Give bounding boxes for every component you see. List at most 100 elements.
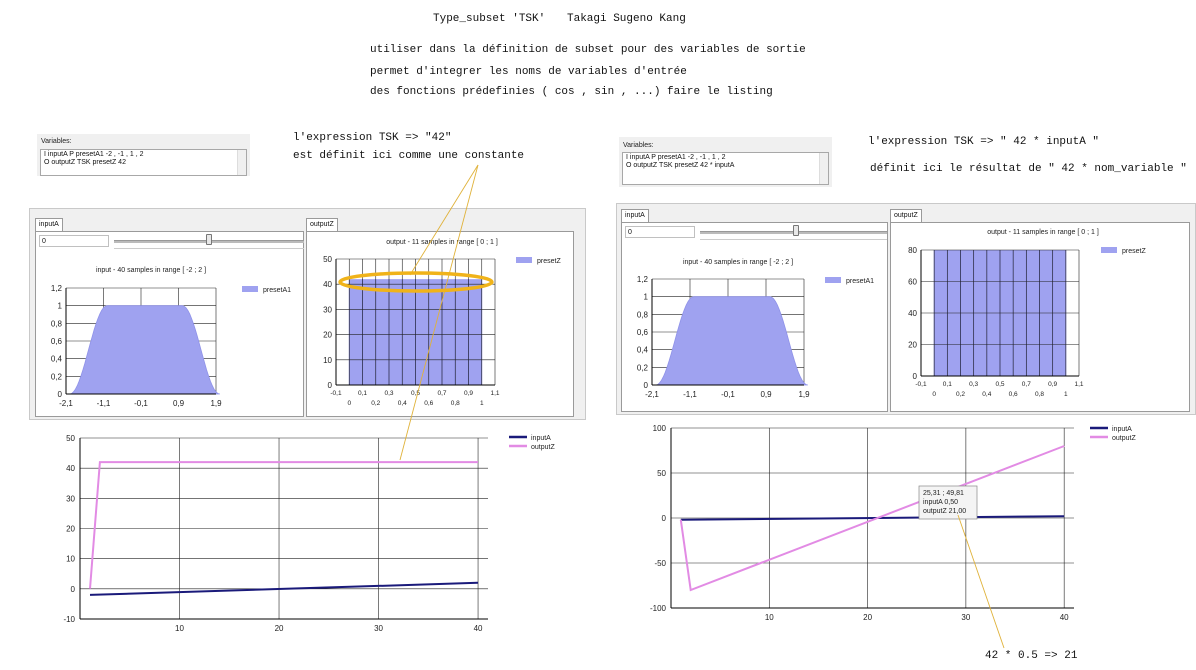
left-output-xtick-bottom: 1 [480, 400, 484, 407]
left-variables-line-1: I inputA P presetA1 -2 , -1 , 1 , 2 [44, 151, 144, 158]
left-output-chart-title: output - 11 samples in range [ 0 ; 1 ] [386, 239, 498, 246]
left-tab-outputZ[interactable]: outputZ [306, 218, 338, 231]
right-variables-scrollbar[interactable] [819, 153, 828, 184]
left-input-ytick: 0,8 [51, 319, 63, 328]
left-output-xtick-bottom: 0,6 [424, 400, 433, 407]
left-input-ytick: 0,6 [51, 337, 63, 346]
left-main-ytick: -10 [63, 615, 75, 624]
left-input-ytick: 0,4 [51, 355, 63, 364]
right-output-chart: output - 11 samples in range [ 0 ; 1 ] pr… [908, 229, 1146, 398]
left-input-ytick: 0,2 [51, 372, 63, 381]
right-output-xtick-bottom: 0,2 [956, 391, 965, 398]
right-output-xtick-top: -0,1 [915, 381, 927, 388]
right-annotation-2: définit ici le résultat de " 42 * nom_va… [870, 163, 1187, 175]
left-series-outputZ [89, 461, 478, 589]
left-main-chart: 50 40 30 20 10 0 -10 10 20 30 40 inputA outputZ [33, 425, 586, 640]
left-input-chart: input - 40 samples in range [ -2 ; 2 ] pr… [51, 267, 291, 408]
right-output-chart-title: output - 11 samples in range [ 0 ; 1 ] [987, 229, 1099, 236]
left-input-legend-swatch [242, 286, 258, 292]
left-output-chart: output - 11 samples in range [ 0 ; 1 ] pr… [323, 239, 561, 407]
right-main-ytick: -100 [650, 604, 667, 613]
right-main-ytick: 0 [662, 514, 667, 523]
right-output-xtick-bottom: 0,6 [1009, 391, 1018, 398]
right-output-xtick-top: 0,1 [943, 381, 952, 388]
left-output-xtick-bottom: 0,2 [371, 400, 380, 407]
right-input-ytick: 0,6 [637, 328, 649, 337]
left-output-xtick-top: 0,3 [384, 390, 393, 397]
right-variables-panel: Variables: I inputA P presetA1 -2 , -1 ,… [619, 137, 832, 187]
left-main-ytick: 20 [66, 525, 75, 534]
right-variables-line-1: I inputA P presetA1 -2 , -1 , 1 , 2 [626, 154, 726, 161]
left-main-ytick: 30 [66, 494, 75, 503]
right-output-xtick-top: 0,9 [1048, 381, 1057, 388]
right-input-ytick: 0 [644, 381, 649, 390]
right-input-xtick: 0,9 [760, 390, 772, 399]
right-output-xtick-bottom: 0 [932, 391, 936, 398]
right-tab-inputA[interactable]: inputA [621, 209, 649, 222]
right-input-xtick: -0,1 [721, 390, 735, 399]
right-main-chart: 100 50 0 -50 -100 10 20 30 40 inputA outputZ 25,31 … [618, 418, 1196, 635]
left-annotation-1: l'expression TSK => "42" [293, 132, 452, 144]
left-tab-inputA[interactable]: inputA [35, 218, 63, 231]
right-output-xtick-top: 1,1 [1074, 381, 1083, 388]
left-slider-thumb[interactable] [206, 234, 212, 245]
right-output-xtick-bottom: 0,8 [1035, 391, 1044, 398]
right-slider-thumb[interactable] [793, 225, 799, 236]
right-variables-textbox[interactable]: I inputA P presetA1 -2 , -1 , 1 , 2 O ou… [622, 152, 829, 185]
right-variables-line-2: O outputZ TSK presetZ 42 * inputA [626, 162, 735, 169]
right-output-xtick-bottom: 0,4 [982, 391, 991, 398]
left-input-xtick: -1,1 [97, 399, 111, 408]
left-variables-scrollbar[interactable] [237, 150, 246, 175]
left-main-ytick: 40 [66, 464, 75, 473]
tooltip-line-1: 25,31 ; 49,81 [923, 490, 964, 497]
left-variables-label: Variables: [41, 138, 72, 145]
right-output-ytick: 80 [908, 246, 917, 255]
right-input-ytick: 0,4 [637, 346, 649, 355]
right-output-ytick: 0 [913, 372, 918, 381]
header-line-3: des fonctions prédefinies ( cos , sin , … [370, 86, 773, 98]
right-main-xtick: 20 [863, 613, 872, 622]
left-input-value-field[interactable]: 0 [39, 235, 109, 247]
left-variables-panel: Variables: I inputA P presetA1 -2 , -1 ,… [37, 134, 250, 176]
right-main-xtick: 40 [1060, 613, 1069, 622]
right-annotation-1: l'expression TSK => " 42 * inputA " [868, 136, 1100, 148]
right-presetA1-area [655, 296, 808, 386]
left-main-xtick: 40 [474, 624, 483, 633]
left-main-ytick: 50 [66, 434, 75, 443]
right-output-ytick: 60 [908, 278, 917, 287]
tooltip-line-2: inputA 0,50 [923, 499, 958, 506]
left-main-xtick: 30 [374, 624, 383, 633]
left-output-xtick-bottom: 0,4 [398, 400, 407, 407]
right-main-ytick: -50 [654, 559, 666, 568]
left-output-ytick: 40 [323, 280, 332, 289]
right-main-ytick: 100 [653, 424, 667, 433]
right-output-ytick: 40 [908, 309, 917, 318]
header-line-2: permet d'integrer les noms de variables … [370, 66, 687, 78]
left-output-ytick: 20 [323, 331, 332, 340]
left-output-ytick: 30 [323, 305, 332, 314]
header-title-right: Takagi Sugeno Kang [567, 13, 686, 25]
right-input-chart: input - 40 samples in range [ -2 ; 2 ] pr… [637, 259, 874, 399]
left-variables-textbox[interactable]: I inputA P presetA1 -2 , -1 , 1 , 2 O ou… [40, 149, 247, 176]
left-output-ytick: 0 [328, 381, 333, 390]
left-main-xtick: 10 [175, 624, 184, 633]
left-output-ytick: 10 [323, 356, 332, 365]
left-presetA1-area [69, 305, 220, 395]
right-input-ytick: 1,2 [637, 275, 649, 284]
right-hover-tooltip: 25,31 ; 49,81 inputA 0,50 outputZ 21,00 [918, 485, 978, 520]
left-output-xtick-top: -0,1 [330, 390, 342, 397]
right-input-value-field[interactable]: 0 [625, 226, 695, 238]
left-series-inputA [89, 581, 479, 596]
left-annotation-2: est définit ici comme une constante [293, 150, 525, 162]
right-tab-outputZ[interactable]: outputZ [890, 209, 922, 222]
right-output-legend-label: presetZ [1122, 248, 1146, 255]
left-slider-baseline [114, 248, 304, 249]
left-variables-line-2: O outputZ TSK presetZ 42 [44, 159, 126, 166]
header-title-left: Type_subset 'TSK' [433, 13, 546, 25]
right-output-xtick-top: 0,7 [1022, 381, 1031, 388]
right-slider-baseline [700, 239, 887, 240]
left-input-xtick: -2,1 [59, 399, 73, 408]
right-output-xtick-top: 0,5 [995, 381, 1004, 388]
right-main-ytick: 50 [657, 469, 666, 478]
tooltip-box [918, 485, 978, 520]
